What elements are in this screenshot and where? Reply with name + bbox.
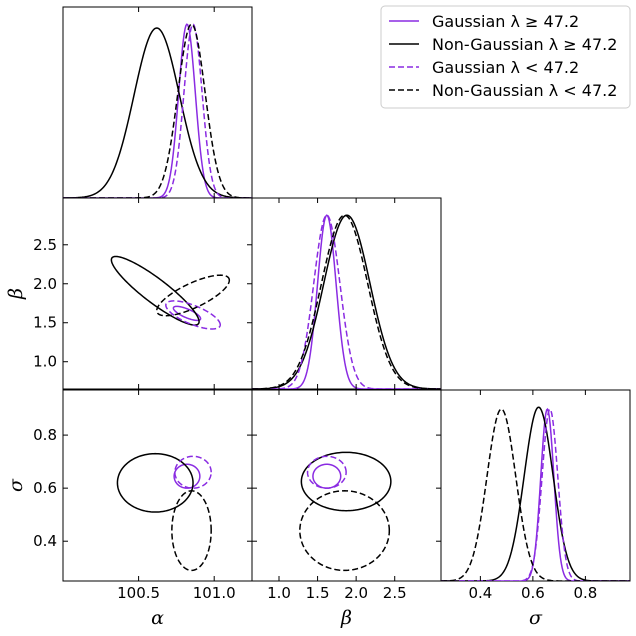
x-tick-label-sigma: 0.4 — [468, 584, 492, 602]
marginal-sigma-series-2 — [441, 408, 630, 581]
contour-alpha-beta-series-3 — [155, 274, 231, 317]
x-tick-label-beta: 1.0 — [267, 584, 291, 602]
contour-beta-sigma-series-1 — [300, 451, 392, 512]
panel-alpha-sigma-frame — [62, 389, 253, 582]
x-tick-label-beta: 2.5 — [383, 584, 407, 602]
x-tick-label-beta: 1.5 — [306, 584, 330, 602]
legend-entry-0: Gaussian λ ≥ 47.2 — [432, 12, 579, 31]
x-tick-label-alpha: 101.0 — [193, 584, 236, 602]
legend-entry-1: Non-Gaussian λ ≥ 47.2 — [432, 35, 617, 54]
y-axis-label-beta: β — [5, 288, 27, 300]
x-tick-label-beta: 2.0 — [344, 584, 368, 602]
panel-sigma: 0.4 0.6 0.8 σ — [440, 389, 631, 629]
marginal-beta-series-3 — [252, 214, 441, 389]
contour-beta-sigma-series-2 — [306, 455, 347, 489]
y-tick-label-beta: 1.0 — [33, 353, 57, 371]
y-tick-label-beta: 1.5 — [33, 314, 57, 332]
panel-alpha-frame — [62, 6, 253, 199]
x-axis-label-sigma: σ — [529, 607, 543, 629]
marginal-alpha-series-1 — [63, 27, 252, 198]
panel-beta — [251, 197, 442, 390]
contour-alpha-sigma-series-3 — [171, 490, 212, 572]
y-tick-label-sigma: 0.8 — [33, 426, 57, 444]
x-axis-label-alpha: α — [151, 607, 164, 629]
marginal-beta-series-0 — [252, 214, 441, 389]
x-tick-label-sigma: 0.6 — [521, 584, 545, 602]
y-axis-label-sigma: σ — [5, 478, 27, 492]
x-tick-label-sigma: 0.8 — [573, 584, 597, 602]
legend-box — [380, 5, 631, 109]
x-axis-label-beta: β — [340, 607, 352, 629]
marginal-sigma-series-3 — [441, 408, 630, 581]
panel-beta-sigma: 1.0 1.5 2.0 2.5 β — [251, 389, 442, 629]
panel-beta-frame — [251, 197, 442, 390]
contour-alpha-sigma-series-1 — [116, 452, 194, 513]
legend-entry-3: Non-Gaussian λ < 47.2 — [432, 81, 617, 100]
legend: Gaussian λ ≥ 47.2 Non-Gaussian λ ≥ 47.2 Ga… — [380, 5, 631, 109]
legend-entry-2: Gaussian λ < 47.2 — [432, 58, 579, 77]
y-tick-label-sigma: 0.4 — [33, 532, 57, 550]
panel-alpha-sigma: 100.5 101.0 α 0.4 0.6 0.8 σ — [5, 389, 253, 629]
panel-alpha-beta-frame — [62, 197, 253, 390]
marginal-beta-series-2 — [252, 214, 441, 389]
contour-alpha-beta-series-2 — [165, 300, 222, 330]
x-tick-label-alpha: 100.5 — [117, 584, 160, 602]
marginal-alpha-series-3 — [63, 23, 252, 198]
panel-beta-sigma-frame — [251, 389, 442, 582]
y-tick-label-beta: 2.0 — [33, 275, 57, 293]
panel-alpha — [62, 6, 253, 199]
contour-alpha-beta-series-1 — [110, 255, 200, 326]
y-tick-label-beta: 2.5 — [33, 236, 57, 254]
panel-alpha-beta: 1.0 1.5 2.0 2.5 β — [5, 197, 253, 390]
y-tick-label-sigma: 0.6 — [33, 479, 57, 497]
